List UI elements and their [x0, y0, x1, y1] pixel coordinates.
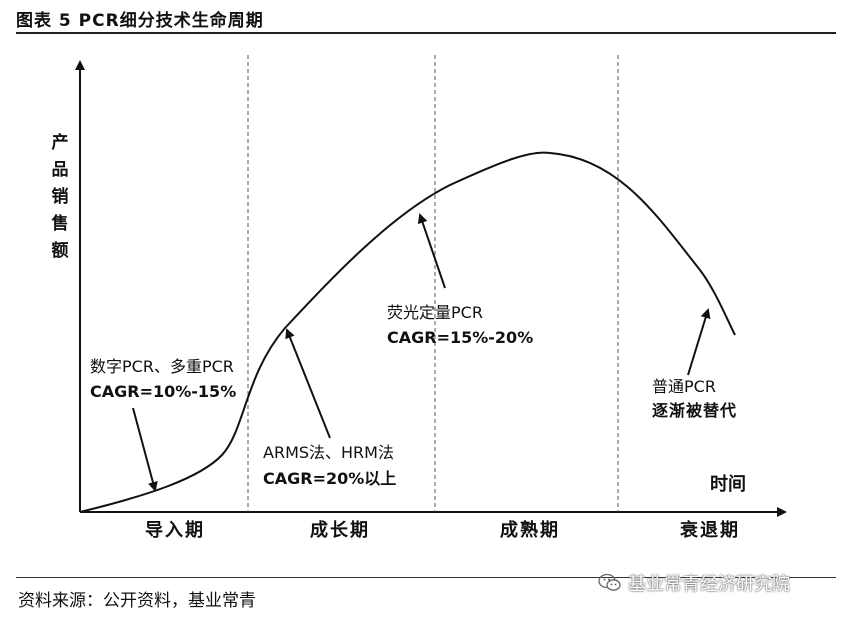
- arrow-decline: [687, 308, 711, 376]
- annotation-growth-cagr: CAGR=20%以上: [263, 469, 396, 488]
- annotation-intro-technologies: 数字PCR、多重PCR: [90, 357, 234, 376]
- annotation-mature-cagr: CAGR=15%-20%: [387, 328, 533, 347]
- wechat-icon: [598, 573, 621, 591]
- lifecycle-diagram: 产品销售额 时间 导入期 成长期 成熟期 衰退期 数字PCR、多重PCR CAG…: [52, 55, 787, 541]
- y-axis-label-char: 售: [52, 213, 69, 234]
- arrow-growth: [285, 328, 331, 439]
- annotation-mature-technologies: 荧光定量PCR: [387, 303, 483, 322]
- y-axis-label-char: 品: [52, 160, 69, 180]
- y-axis-label-char: 额: [52, 240, 69, 261]
- source-note: 资料来源：公开资料，基业常青: [18, 591, 256, 611]
- x-axis-label: 时间: [710, 474, 746, 495]
- y-axis-label: 产品销售额: [52, 132, 69, 261]
- annotation-decline-status: 逐渐被替代: [652, 401, 737, 420]
- annotation-growth-technologies: ARMS法、HRM法: [263, 443, 394, 462]
- bottom-rule: [16, 577, 836, 578]
- stage-label-decline: 衰退期: [679, 519, 740, 541]
- arrow-intro: [132, 407, 158, 492]
- stage-label-mature: 成熟期: [500, 519, 560, 541]
- y-axis-label-char: 销: [52, 186, 69, 207]
- title-rule: [16, 32, 836, 34]
- stage-label-intro: 导入期: [145, 520, 205, 541]
- annotation-decline-technology: 普通PCR: [652, 377, 716, 396]
- figure-title: 图表 5 PCR细分技术生命周期: [16, 11, 264, 31]
- arrow-mature: [417, 213, 446, 289]
- y-axis-label-char: 产: [52, 132, 69, 153]
- stage-label-growth: 成长期: [310, 519, 370, 541]
- lifecycle-curve: [79, 151, 736, 513]
- annotation-intro-cagr: CAGR=10%-15%: [90, 382, 236, 401]
- watermark-text: 基业常青经济研究院: [628, 574, 790, 595]
- watermark: 基业常青经济研究院: [598, 570, 790, 596]
